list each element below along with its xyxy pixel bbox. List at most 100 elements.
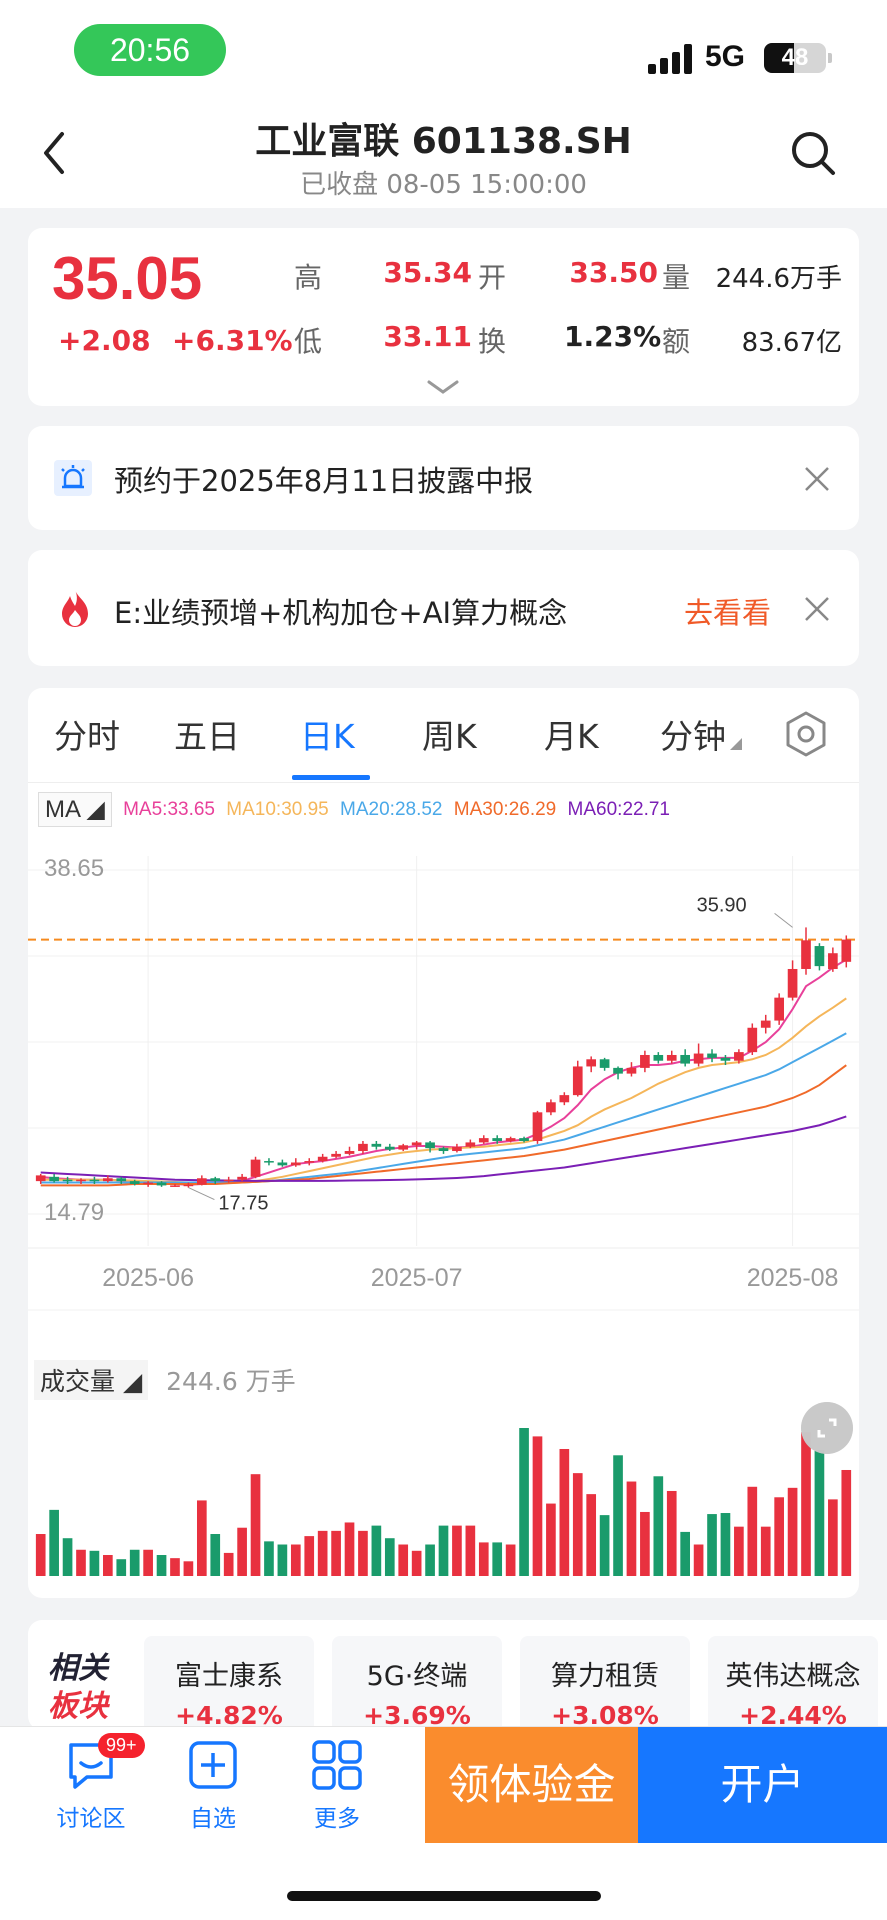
tab-weekly-k[interactable]: 周K (422, 717, 477, 756)
sectors-title-line2: 板块 (48, 1689, 108, 1724)
watchlist-label: 自选 (190, 1806, 236, 1832)
volume-bar (250, 1474, 261, 1576)
hot-topic-banner[interactable]: E:业绩预增+机构加仓+AI算力概念 去看看 (28, 550, 859, 666)
ma30-value: MA30:26.29 (453, 798, 557, 820)
candle (358, 1143, 368, 1152)
candle (828, 953, 838, 969)
volume-bar (519, 1428, 529, 1576)
candle (438, 1148, 449, 1152)
candle (760, 1020, 771, 1028)
watchlist-button[interactable]: 自选 (158, 1737, 268, 1833)
tab-five-day[interactable]: 五日 (174, 717, 240, 756)
candle (814, 946, 825, 967)
volume-bar (666, 1490, 677, 1576)
volume-bar (452, 1525, 462, 1576)
candle (586, 1059, 597, 1067)
candle (196, 1178, 207, 1185)
volume-bar (626, 1481, 637, 1576)
claim-gold-button[interactable]: 领体验金 (425, 1727, 638, 1843)
volume-bar (358, 1530, 368, 1576)
amount-label: 额 (662, 325, 691, 358)
volume-selector[interactable]: 成交量 ◢ (34, 1360, 149, 1400)
volume-bar (237, 1527, 247, 1576)
volume-bar (156, 1555, 167, 1576)
sector-card[interactable]: 英伟达概念 +2.44% (708, 1636, 878, 1730)
sector-name: 富士康系 (175, 1661, 283, 1692)
volume-bar (841, 1469, 852, 1576)
volume-bar (277, 1544, 288, 1576)
close-icon[interactable] (802, 464, 832, 494)
y-max-label: 38.65 (44, 855, 104, 882)
candle (465, 1142, 476, 1147)
home-indicator (287, 1891, 601, 1901)
tab-minute[interactable]: 分钟 (660, 717, 726, 756)
candle (747, 1027, 758, 1053)
sector-name: 5G·终端 (366, 1661, 468, 1692)
volume-bar (210, 1534, 221, 1576)
volume-bar (747, 1486, 758, 1576)
dropdown-triangle-icon (730, 738, 742, 750)
tab-monthly-k[interactable]: 月K (544, 717, 599, 756)
active-tab-underline (292, 775, 370, 780)
disclosure-notice[interactable]: 预约于2025年8月11日披露中报 (28, 426, 859, 530)
volume-bar (76, 1549, 86, 1576)
open-account-button[interactable]: 开户 (638, 1727, 887, 1843)
sector-card[interactable]: 算力租赁 +3.08% (520, 1636, 690, 1730)
high-value: 35.34 (383, 256, 472, 289)
more-label: 更多 (314, 1806, 360, 1832)
low-label: 低 (294, 325, 323, 358)
candle (183, 1184, 194, 1187)
candle (801, 940, 811, 969)
sector-pct: +3.69% (363, 1701, 471, 1730)
battery-level: 48 (781, 44, 809, 71)
candle (841, 939, 852, 962)
sector-card[interactable]: 5G·终端 +3.69% (332, 1636, 502, 1730)
volume-bar (438, 1525, 449, 1576)
market-status: 已收盘 08-05 15:00:00 (300, 170, 587, 200)
battery-tip (828, 53, 832, 63)
back-icon[interactable] (36, 128, 76, 178)
candle (116, 1178, 127, 1182)
volume-bar (707, 1514, 717, 1576)
x-tick-label: 2025-07 (371, 1264, 463, 1292)
turnover-value: 1.23% (564, 320, 662, 353)
candlestick-chart[interactable]: 38.65 14.79 35.90 17.75 2025-06 2025-07 2025-0… (28, 826, 859, 1356)
search-icon[interactable] (788, 128, 838, 178)
volume-bar (143, 1549, 153, 1576)
candle (559, 1095, 570, 1103)
volume-value-label: 244.6 万手 (166, 1367, 296, 1396)
expand-icon[interactable] (801, 1402, 853, 1454)
more-button[interactable]: 更多 (282, 1737, 392, 1833)
ma60-value: MA60:22.71 (567, 798, 670, 820)
candle (317, 1156, 328, 1162)
volume-bar (411, 1550, 422, 1576)
settings-icon[interactable] (782, 710, 830, 758)
candle (223, 1179, 234, 1182)
candle (707, 1053, 717, 1058)
tab-timeshare[interactable]: 分时 (54, 717, 120, 756)
close-icon[interactable] (802, 594, 832, 624)
notification-badge: 99+ (98, 1733, 145, 1758)
chevron-down-icon[interactable] (425, 378, 461, 396)
volume-bar (572, 1473, 583, 1576)
candle (492, 1138, 503, 1141)
volume-bar (478, 1542, 489, 1576)
candle (331, 1153, 341, 1157)
candle (344, 1151, 355, 1154)
volume-bar (613, 1455, 623, 1576)
tab-daily-k[interactable]: 日K (300, 717, 355, 756)
sector-card[interactable]: 富士康系 +4.82% (144, 1636, 314, 1730)
status-bar: 20:56 5G 48 (0, 0, 887, 100)
go-see-link[interactable]: 去看看 (684, 596, 772, 630)
volume-bar (425, 1544, 435, 1576)
volume-bar (331, 1530, 341, 1576)
volume-bar (640, 1511, 650, 1576)
battery-icon: 48 (764, 43, 826, 73)
network-type: 5G (705, 40, 746, 73)
volume-chart[interactable] (28, 1400, 859, 1580)
candle (210, 1178, 221, 1182)
ma-selector[interactable]: MA ◢ (38, 792, 112, 827)
volume-bar (371, 1525, 382, 1576)
candle (787, 968, 798, 998)
discuss-button[interactable]: 99+ 讨论区 (36, 1733, 146, 1833)
